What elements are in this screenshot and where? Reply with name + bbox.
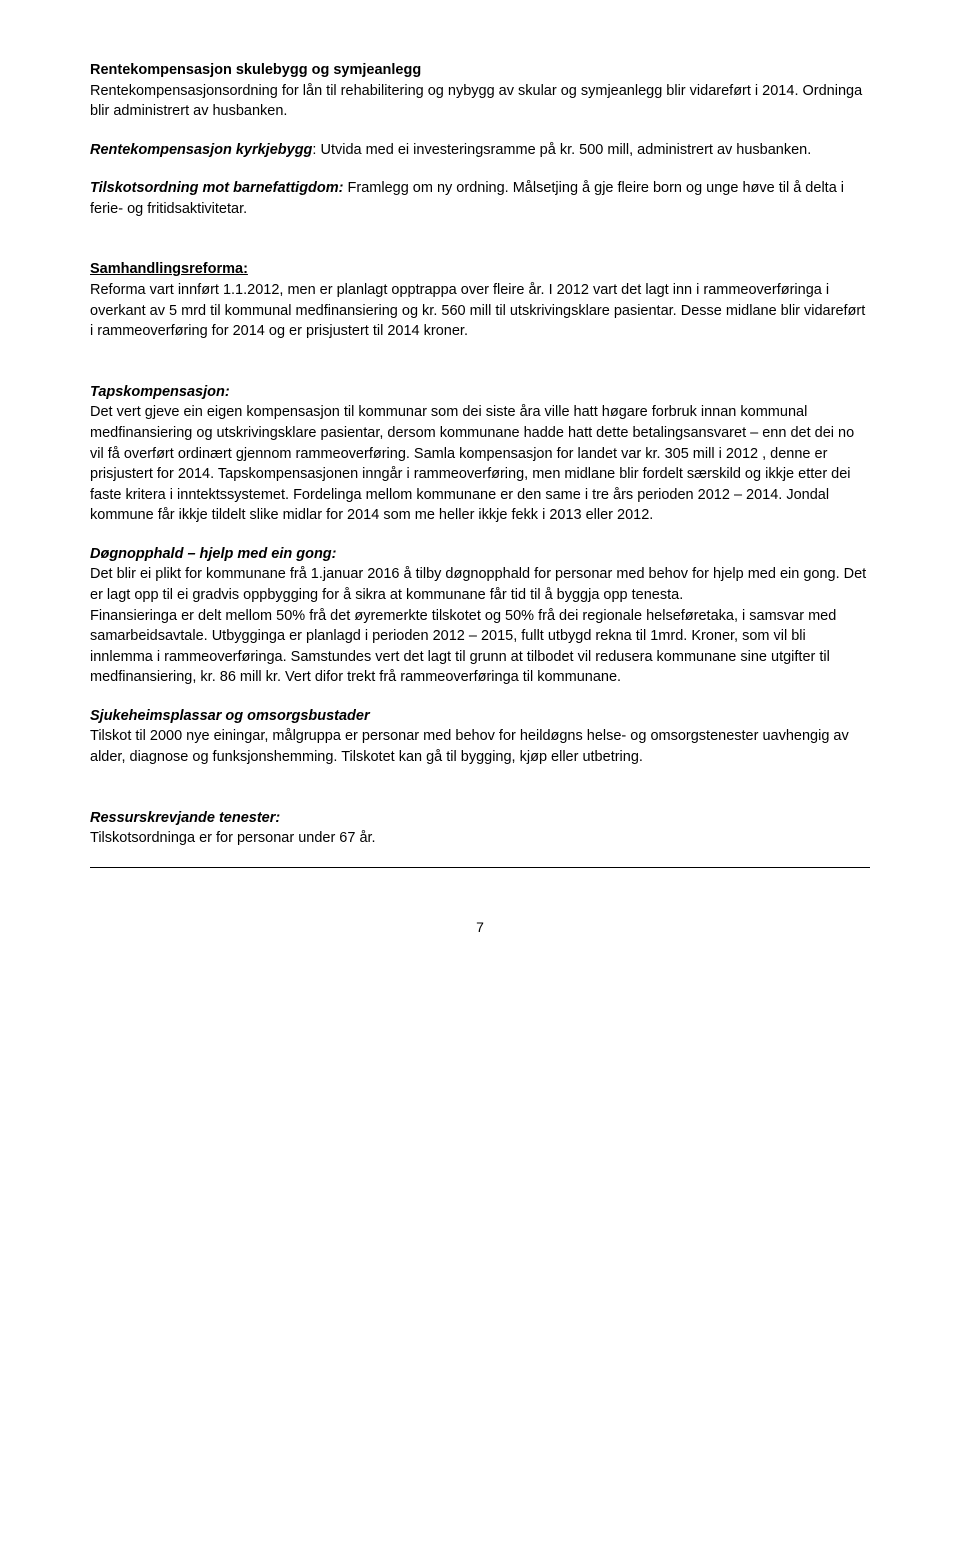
section-heading: Sjukeheimsplassar og omsorgsbustader [90,706,870,727]
lead-term: Rentekompensasjon kyrkjebygg [90,142,312,158]
lead-term: Tilskotsordning mot barnefattigdom: [90,180,343,196]
spacer [90,786,870,808]
paragraph: Tilskotsordning mot barnefattigdom: Fram… [90,178,870,219]
paragraph: Det blir ei plikt for kommunane frå 1.ja… [90,564,870,605]
spacer [90,360,870,382]
paragraph: Rentekompensasjonsordning for lån til re… [90,81,870,122]
section-heading: Samhandlingsreforma: [90,259,870,280]
spacer [90,237,870,259]
paragraph: Reforma vart innført 1.1.2012, men er pl… [90,280,870,342]
paragraph: Det vert gjeve ein eigen kompensasjon ti… [90,402,870,525]
section-heading: Ressurskrevjande tenester: [90,808,870,829]
section-heading: Døgnopphald – hjelp med ein gong: [90,544,870,565]
paragraph-text: : Utvida med ei investeringsramme på kr.… [312,142,811,158]
paragraph: Rentekompensasjon kyrkjebygg: Utvida med… [90,140,870,161]
paragraph: Finansieringa er delt mellom 50% frå det… [90,606,870,688]
page-number: 7 [90,918,870,938]
section-heading: Tapskompensasjon: [90,382,870,403]
section-heading: Rentekompensasjon skulebygg og symjeanle… [90,60,870,81]
paragraph: Tilskot til 2000 nye einingar, målgruppa… [90,726,870,767]
document-page: Rentekompensasjon skulebygg og symjeanle… [0,0,960,978]
divider [90,867,870,868]
paragraph: Tilskotsordninga er for personar under 6… [90,828,870,849]
